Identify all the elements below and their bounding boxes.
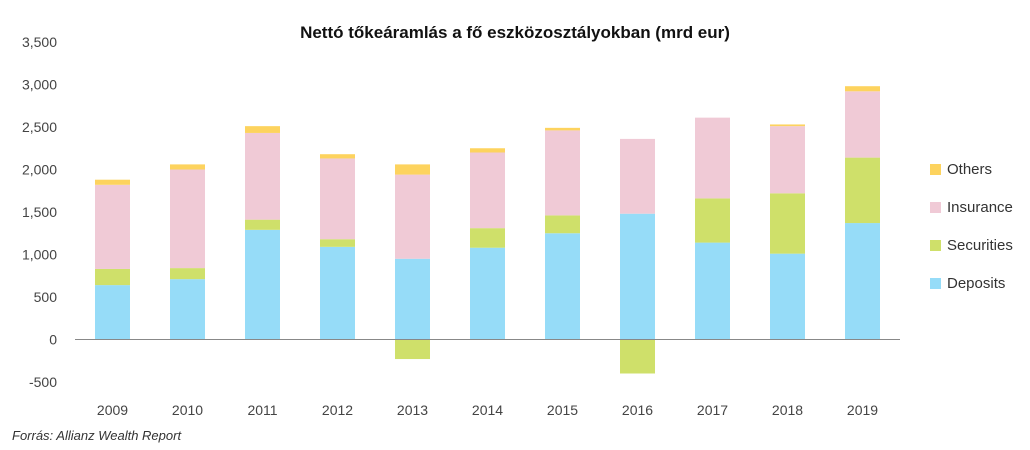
y-tick-label: 1,500 bbox=[22, 204, 57, 220]
bar-others-2010 bbox=[170, 164, 205, 170]
y-tick-label: 3,500 bbox=[22, 34, 57, 50]
bar-insurance-2010 bbox=[170, 169, 205, 269]
legend-swatch-insurance bbox=[930, 202, 941, 213]
bar-deposits-2015 bbox=[545, 233, 580, 340]
bar-insurance-2014 bbox=[470, 152, 505, 229]
bar-deposits-2016 bbox=[620, 213, 655, 340]
bar-insurance-2017 bbox=[695, 117, 730, 199]
bar-insurance-2019 bbox=[845, 91, 880, 158]
bar-securities-2013 bbox=[395, 339, 430, 360]
bar-others-2014 bbox=[470, 148, 505, 153]
y-tick-label: 0 bbox=[49, 332, 57, 348]
bar-securities-2017 bbox=[695, 198, 730, 243]
y-axis: 3,500 3,000 2,500 2,000 1,500 1,000 500 0 -500 bbox=[22, 34, 57, 390]
bar-insurance-2015 bbox=[545, 130, 580, 216]
x-tick-label: 2017 bbox=[697, 402, 728, 418]
x-tick-label: 2009 bbox=[97, 402, 128, 418]
bar-others-2013 bbox=[395, 164, 430, 175]
bar-others-2011 bbox=[245, 126, 280, 133]
bar-securities-2011 bbox=[245, 219, 280, 230]
bar-others-2009 bbox=[95, 179, 130, 185]
legend-swatch-deposits bbox=[930, 278, 941, 289]
bar-others-2019 bbox=[845, 86, 880, 92]
y-tick-label: 2,500 bbox=[22, 119, 57, 135]
legend-label-insurance: Insurance bbox=[947, 199, 1013, 216]
bars bbox=[95, 86, 880, 374]
legend-swatch-others bbox=[930, 164, 941, 175]
chart-title: Nettó tőkeáramlás a fő eszközosztályokba… bbox=[300, 23, 730, 42]
bar-deposits-2019 bbox=[845, 223, 880, 340]
bar-securities-2012 bbox=[320, 239, 355, 247]
x-tick-label: 2016 bbox=[622, 402, 653, 418]
bar-insurance-2012 bbox=[320, 158, 355, 240]
legend-label-securities: Securities bbox=[947, 237, 1013, 254]
bar-securities-2010 bbox=[170, 268, 205, 280]
bar-securities-2019 bbox=[845, 157, 880, 224]
bar-deposits-2017 bbox=[695, 242, 730, 340]
legend-swatch-securities bbox=[930, 240, 941, 251]
x-tick-label: 2018 bbox=[772, 402, 803, 418]
legend-label-deposits: Deposits bbox=[947, 275, 1005, 292]
bar-insurance-2011 bbox=[245, 132, 280, 220]
legend-label-others: Others bbox=[947, 161, 992, 178]
x-tick-label: 2015 bbox=[547, 402, 578, 418]
y-tick-label: 1,000 bbox=[22, 247, 57, 263]
bar-insurance-2018 bbox=[770, 126, 805, 194]
bar-insurance-2016 bbox=[620, 138, 655, 214]
x-axis: 2009 2010 2011 2012 2013 2014 2015 2016 2017 2018… bbox=[97, 402, 878, 418]
y-tick-label: 500 bbox=[34, 289, 58, 305]
x-tick-label: 2013 bbox=[397, 402, 428, 418]
bar-deposits-2018 bbox=[770, 253, 805, 340]
y-tick-label: 2,000 bbox=[22, 162, 57, 178]
bar-insurance-2013 bbox=[395, 174, 430, 259]
y-tick-label: -500 bbox=[29, 374, 57, 390]
x-tick-label: 2010 bbox=[172, 402, 203, 418]
bar-deposits-2012 bbox=[320, 246, 355, 340]
bar-deposits-2013 bbox=[395, 258, 430, 340]
bar-securities-2016 bbox=[620, 339, 655, 374]
legend: Others Insurance Securities Deposits bbox=[930, 161, 1013, 292]
bar-insurance-2009 bbox=[95, 184, 130, 269]
bar-others-2018 bbox=[770, 124, 805, 127]
bar-deposits-2014 bbox=[470, 247, 505, 340]
x-tick-label: 2019 bbox=[847, 402, 878, 418]
bar-deposits-2009 bbox=[95, 285, 130, 340]
bar-deposits-2011 bbox=[245, 229, 280, 340]
bar-deposits-2010 bbox=[170, 279, 205, 340]
bar-securities-2015 bbox=[545, 215, 580, 234]
bar-others-2012 bbox=[320, 154, 355, 159]
source-note: Forrás: Allianz Wealth Report bbox=[12, 428, 182, 443]
x-tick-label: 2011 bbox=[247, 402, 277, 418]
bar-securities-2009 bbox=[95, 268, 130, 286]
bar-others-2015 bbox=[545, 127, 580, 131]
bar-securities-2018 bbox=[770, 193, 805, 254]
x-tick-label: 2012 bbox=[322, 402, 353, 418]
y-tick-label: 3,000 bbox=[22, 77, 57, 93]
x-tick-label: 2014 bbox=[472, 402, 503, 418]
bar-securities-2014 bbox=[470, 228, 505, 248]
